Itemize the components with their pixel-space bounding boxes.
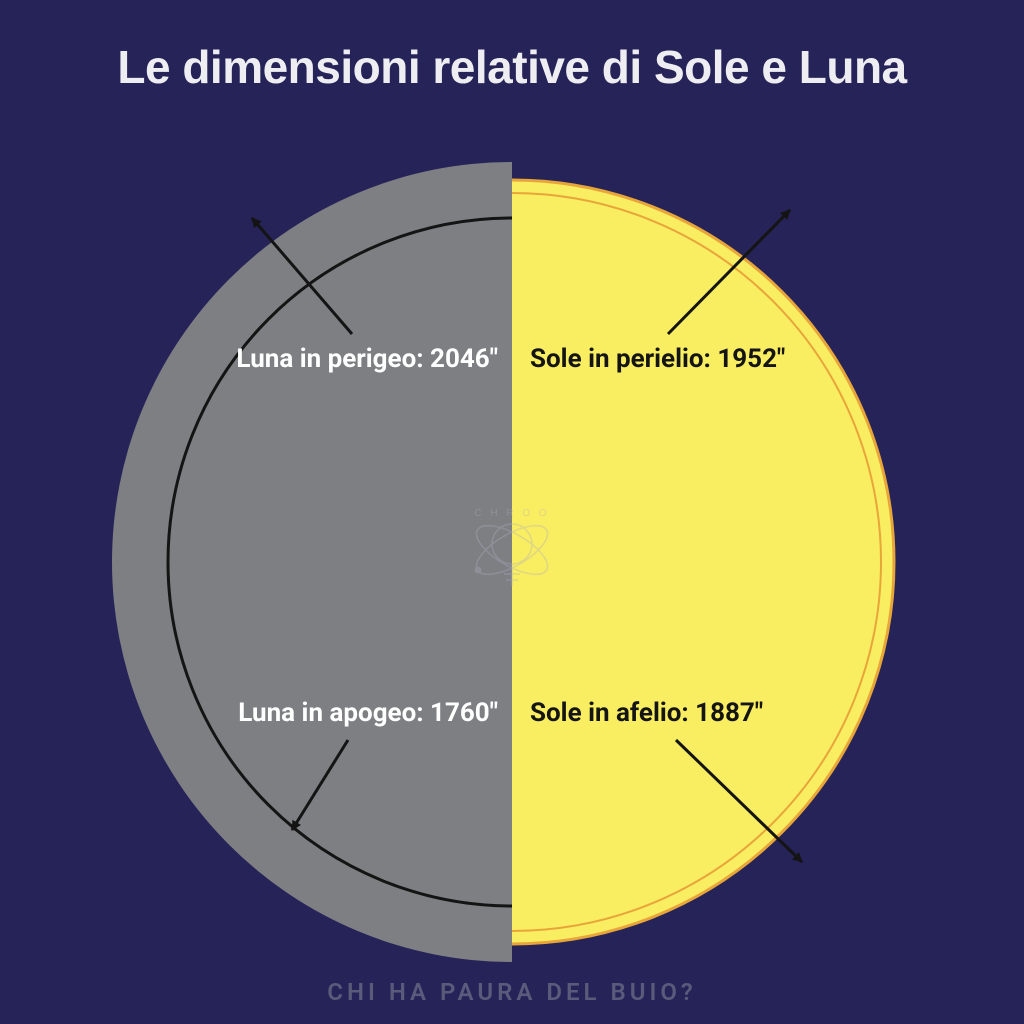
svg-text:C H R O O: C H R O O [474, 508, 549, 519]
sun-moon-diagram: C H R O O [0, 0, 1024, 1024]
label-moon-apogee: Luna in apogeo: 1760″ [238, 698, 498, 728]
canvas: Le dimensioni relative di Sole e Luna [0, 0, 1024, 1024]
label-sun-aphelion: Sole in afelio: 1887″ [530, 698, 763, 728]
label-sun-perihelion: Sole in perielio: 1952″ [530, 344, 785, 374]
label-moon-perigee: Luna in perigeo: 2046″ [236, 344, 498, 374]
footer-text: CHI HA PAURA DEL BUIO? [0, 978, 1024, 1006]
